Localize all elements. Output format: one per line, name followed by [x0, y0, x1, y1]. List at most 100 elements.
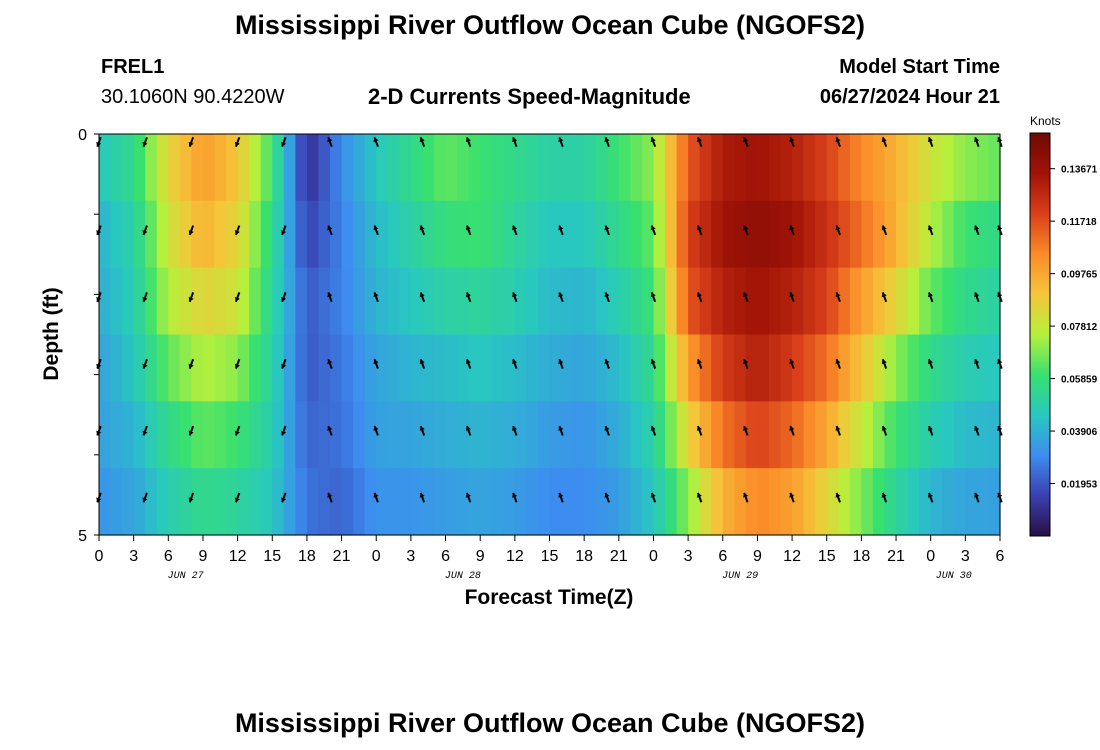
heatmap-cell [445, 267, 458, 336]
current-arrow [696, 492, 703, 503]
heatmap-cell [942, 401, 955, 469]
heatmap-cell [907, 334, 920, 402]
heatmap-cell [330, 468, 343, 536]
heatmap-cell [803, 200, 816, 269]
heatmap-cell [503, 134, 516, 202]
chart-title-repeat: Mississippi River Outflow Ocean Cube (NG… [234, 708, 866, 738]
heatmap-cell [283, 267, 296, 336]
heatmap-cell [861, 267, 874, 336]
current-arrow [835, 136, 841, 148]
heatmap-cell [768, 468, 782, 536]
heatmap-cell [376, 334, 389, 402]
colorbar-unit: Knots [1030, 114, 1061, 128]
heatmap-cell [861, 134, 874, 202]
heatmap-cell [237, 334, 250, 402]
heatmap-cell [745, 401, 759, 469]
current-arrow [974, 492, 980, 503]
heatmap-cell [226, 401, 239, 469]
heatmap-cell [272, 200, 285, 269]
heatmap-cell [457, 401, 470, 469]
heatmap-cell [884, 267, 897, 336]
current-arrow [234, 425, 241, 436]
heatmap-cell [306, 334, 320, 402]
heatmap-cell [99, 468, 112, 536]
heatmap-cell [919, 200, 932, 269]
heatmap-cell [364, 334, 377, 402]
x-tick-label: 6 [996, 548, 1005, 565]
heatmap-cell [792, 468, 805, 536]
current-arrow [327, 136, 333, 148]
heatmap-cell [445, 200, 458, 269]
current-arrow [188, 136, 195, 148]
heatmap-cell [976, 267, 990, 336]
heatmap-cell [849, 200, 862, 269]
heatmap-cell [699, 267, 712, 336]
x-tick-label: 18 [575, 548, 593, 565]
heatmap-cell [249, 334, 262, 402]
heatmap-cell [780, 468, 793, 536]
heatmap-cell [133, 200, 146, 269]
heatmap-cell [849, 334, 862, 402]
heatmap-cell [699, 134, 712, 202]
heatmap-cell [584, 468, 597, 536]
heatmap-cell [202, 334, 216, 402]
heatmap-cell [295, 401, 308, 469]
heatmap-cell [122, 134, 135, 202]
heatmap-cell [653, 334, 666, 402]
colorbar: Knots 0.13671 0.11718 0.09765 0.07812 0.0585… [1029, 114, 1098, 537]
current-arrow [419, 292, 426, 303]
heatmap-cell [457, 134, 470, 202]
heatmap-cell [872, 267, 886, 336]
current-arrow [512, 136, 518, 148]
heatmap-cell [122, 267, 135, 336]
heatmap-cell [618, 334, 631, 402]
heatmap-cell [422, 401, 435, 469]
heatmap-cell [884, 401, 897, 469]
heatmap-cell [110, 267, 123, 336]
heatmap-cell [191, 468, 204, 536]
x-tick-label: 0 [95, 548, 104, 565]
heatmap-cell [872, 468, 886, 536]
heatmap-cell [457, 200, 470, 269]
current-arrow [234, 358, 241, 369]
heatmap-cell [549, 200, 562, 269]
heatmap-cell [838, 401, 851, 469]
heatmap-cell [595, 468, 608, 536]
heatmap-cell [249, 200, 262, 269]
heatmap-cell [330, 334, 343, 402]
heatmap-cell [191, 134, 204, 202]
current-arrow [512, 292, 518, 303]
heatmap-cell [780, 200, 793, 269]
current-arrow [604, 225, 610, 236]
heatmap-cell [745, 468, 759, 536]
colorbar-tick-label: 0.09765 [1061, 270, 1098, 281]
heatmap-cell [422, 267, 435, 336]
current-arrow [789, 136, 795, 148]
heatmap-cell [353, 134, 366, 202]
heatmap-cell [480, 401, 493, 469]
current-arrow [281, 492, 287, 503]
x-axis: 0 3 6 9 12 15 18 21 0 3 6 9 12 15 18 21 0 3 6 9 12 15 18 21 0 3 6 J… [95, 535, 1005, 582]
heatmap-cell [641, 134, 655, 202]
heatmap-cell [330, 134, 343, 202]
heatmap-cell [884, 134, 897, 202]
current-arrow [927, 225, 934, 236]
heatmap-cell [353, 401, 366, 469]
heatmap-cell [457, 334, 470, 402]
current-arrow [743, 136, 749, 148]
heatmap-cell [399, 334, 412, 402]
heatmap-cell [942, 267, 955, 336]
colorbar-ticks: 0.13671 0.11718 0.09765 0.07812 0.05859 0.039… [1050, 165, 1098, 491]
heatmap-cell [295, 334, 308, 402]
current-arrow [419, 225, 426, 236]
heatmap-cell [214, 334, 227, 402]
heatmap-cell [676, 468, 689, 536]
heatmap-cell [688, 200, 701, 269]
heatmap-cell [676, 401, 689, 469]
heatmap-cell [641, 334, 655, 402]
current-arrow [650, 292, 657, 303]
current-arrow [974, 136, 980, 148]
heatmap-cell [306, 468, 320, 536]
heatmap-cell [145, 200, 158, 269]
heatmap-cell [341, 468, 354, 536]
